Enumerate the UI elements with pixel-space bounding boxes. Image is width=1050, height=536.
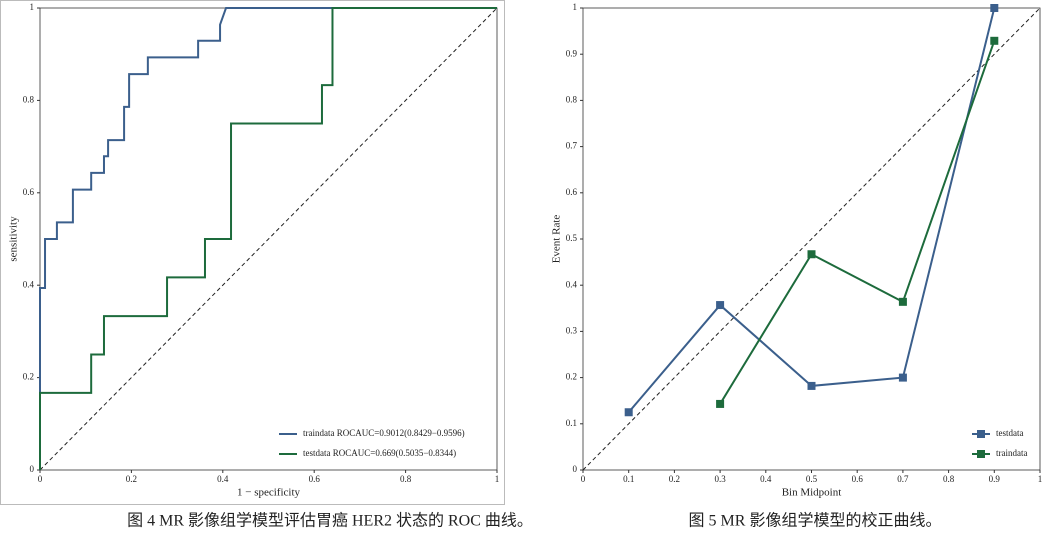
x-tick-label: 0.6 bbox=[852, 474, 864, 484]
x-tick-label: 0.4 bbox=[217, 474, 229, 484]
y-tick-label: 0.7 bbox=[566, 141, 578, 151]
reference-diagonal bbox=[582, 7, 1041, 471]
legend-label: testdata ROCAUC=0.669(0.5035−0.8344) bbox=[303, 448, 456, 458]
figure-border bbox=[0, 0, 505, 505]
x-axis-label: Bin Midpoint bbox=[782, 487, 842, 499]
y-tick-label: 0.4 bbox=[566, 279, 578, 289]
point-marker bbox=[990, 4, 999, 12]
legend-marker bbox=[977, 430, 985, 438]
x-tick-label: 0.3 bbox=[714, 474, 726, 484]
figure-caption: 图 4 MR 影像组学模型评估胃癌 HER2 状态的 ROC 曲线。 bbox=[127, 512, 533, 530]
legend-label: traindata ROCAUC=0.9012(0.8429−0.9596) bbox=[303, 428, 465, 438]
y-tick-label: 0.3 bbox=[566, 325, 578, 335]
x-tick-label: 1 bbox=[1038, 474, 1043, 484]
y-tick-label: 0.5 bbox=[566, 233, 578, 243]
y-tick-label: 0.2 bbox=[566, 372, 577, 382]
point-marker bbox=[716, 301, 725, 310]
y-tick-label: 0 bbox=[30, 464, 35, 474]
y-tick-label: 0.6 bbox=[566, 187, 578, 197]
x-tick-label: 0.1 bbox=[623, 474, 634, 484]
x-tick-label: 0.2 bbox=[669, 474, 680, 484]
y-axis-label: sensitivity bbox=[8, 216, 20, 262]
x-tick-label: 0.6 bbox=[309, 474, 321, 484]
series-line bbox=[39, 7, 497, 470]
y-tick-label: 0.1 bbox=[566, 418, 577, 428]
series-line bbox=[627, 7, 996, 413]
point-marker bbox=[898, 297, 907, 306]
x-tick-label: 0.2 bbox=[126, 474, 137, 484]
reference-diagonal bbox=[39, 7, 498, 471]
x-tick-label: 1 bbox=[495, 474, 500, 484]
point-marker bbox=[990, 36, 999, 45]
x-tick-label: 0.4 bbox=[760, 474, 772, 484]
y-tick-label: 0.4 bbox=[23, 279, 35, 289]
point-marker bbox=[807, 250, 816, 259]
point-marker bbox=[716, 399, 725, 408]
point-marker bbox=[898, 373, 907, 382]
y-tick-label: 0.2 bbox=[23, 372, 34, 382]
y-tick-label: 0 bbox=[573, 464, 578, 474]
point-marker bbox=[807, 381, 816, 390]
point-marker bbox=[624, 408, 633, 417]
series-line bbox=[719, 40, 996, 405]
x-tick-label: 0.9 bbox=[989, 474, 1001, 484]
series-line bbox=[39, 7, 497, 470]
x-tick-label: 0 bbox=[38, 474, 43, 484]
legend-label: traindata bbox=[996, 448, 1027, 458]
x-tick-label: 0.5 bbox=[806, 474, 818, 484]
x-tick-label: 0.8 bbox=[943, 474, 955, 484]
x-tick-label: 0 bbox=[581, 474, 586, 484]
y-tick-label: 0.8 bbox=[566, 94, 578, 104]
y-tick-label: 1 bbox=[30, 2, 35, 12]
y-tick-label: 1 bbox=[573, 2, 578, 12]
figure-caption: 图 5 MR 影像组学模型的校正曲线。 bbox=[689, 512, 942, 530]
legend-marker bbox=[977, 450, 985, 458]
x-tick-label: 0.8 bbox=[400, 474, 412, 484]
y-tick-label: 0.8 bbox=[23, 94, 35, 104]
y-tick-label: 0.6 bbox=[23, 187, 35, 197]
y-tick-label: 0.9 bbox=[566, 48, 578, 58]
x-axis-label: 1 − specificity bbox=[237, 487, 301, 499]
legend-label: testdata bbox=[996, 428, 1024, 438]
x-tick-label: 0.7 bbox=[897, 474, 909, 484]
y-axis-label: Event Rate bbox=[551, 215, 563, 264]
